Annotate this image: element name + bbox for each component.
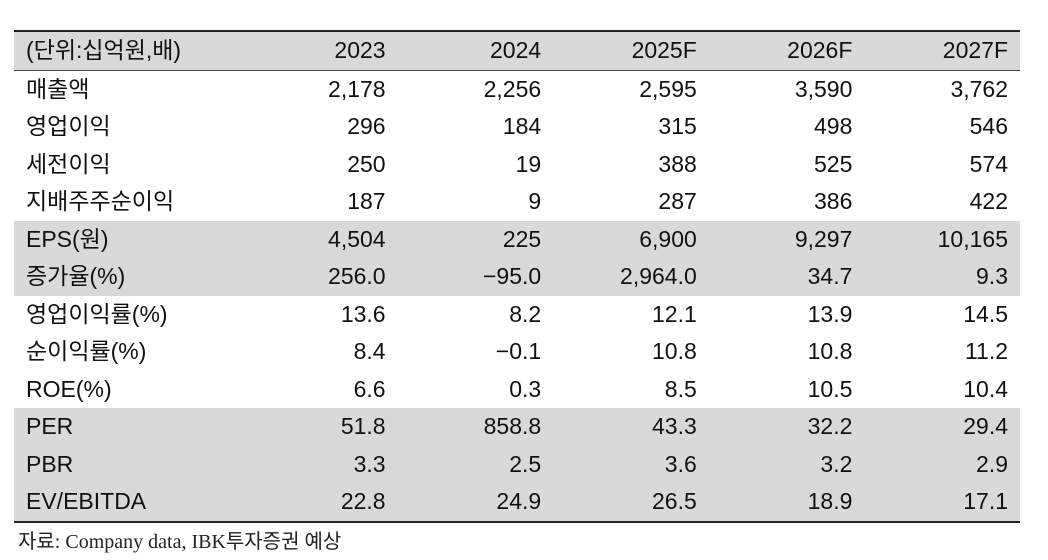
cell: 32.2 — [807, 413, 853, 440]
row-label: 영업이익률(%) — [26, 300, 168, 327]
cell: 12.1 — [652, 300, 697, 327]
cell: 3.2 — [820, 450, 853, 477]
header-year-2027f: 2027F — [864, 30, 1020, 71]
row-label: EV/EBITDA — [14, 483, 242, 523]
cell: 34.7 — [807, 263, 853, 290]
cell: 858.8 — [483, 413, 542, 440]
header-year-2023: 2023 — [242, 30, 398, 71]
cell: 3.3 — [353, 450, 386, 477]
cell: 8.4 — [353, 338, 386, 365]
cell: 256.0 — [328, 263, 386, 290]
cell: 574 — [969, 150, 1008, 177]
cell: 0.3 — [509, 375, 542, 402]
cell: 9.3 — [976, 263, 1008, 290]
cell: 6.6 — [353, 375, 386, 402]
cell: 287 — [658, 188, 697, 215]
cell: 51.8 — [340, 413, 386, 440]
cell: 8.5 — [664, 375, 697, 402]
cell: 22.8 — [242, 483, 398, 523]
cell: 26.5 — [553, 483, 709, 523]
cell: 546 — [969, 113, 1008, 140]
cell: 10.4 — [963, 375, 1008, 402]
header-year-2025f: 2025F — [553, 30, 709, 71]
row-eps-growth: 증가율(%) 256.0 −95.0 2,964.0 34.7 9.3 — [14, 258, 1020, 296]
cell: 296 — [347, 113, 386, 140]
row-label: 증가율(%) — [26, 263, 126, 290]
cell: −0.1 — [495, 338, 542, 365]
row-pbr: PBR 3.3 2.5 3.6 3.2 2.9 — [14, 445, 1020, 483]
row-controlling-net-income: 지배주주순이익 187 9 287 386 422 — [14, 183, 1020, 221]
cell: 2,595 — [639, 75, 697, 102]
row-label: EPS(원) — [26, 225, 109, 252]
cell: 9 — [528, 188, 542, 215]
cell: 9,297 — [794, 225, 853, 252]
cell: 13.9 — [807, 300, 853, 327]
cell: 2,256 — [483, 75, 542, 102]
cell: 315 — [658, 113, 697, 140]
cell: 184 — [502, 113, 542, 140]
row-net-margin: 순이익률(%) 8.4 −0.1 10.8 10.8 11.2 — [14, 333, 1020, 371]
cell: 3,762 — [950, 75, 1008, 102]
header-row: (단위:십억원,배) 2023 2024 2025F 2026F 2027F — [14, 30, 1020, 71]
row-ev-ebitda: EV/EBITDA 22.8 24.9 26.5 18.9 17.1 — [14, 483, 1020, 523]
cell: 3,590 — [794, 75, 853, 102]
cell: 10.8 — [652, 338, 697, 365]
cell: 2,964.0 — [620, 263, 697, 290]
row-label: 매출액 — [26, 75, 90, 102]
cell: 2.5 — [509, 450, 542, 477]
header-unit-label: (단위:십억원,배) — [14, 30, 242, 71]
header-year-2026f: 2026F — [708, 30, 865, 71]
cell: 187 — [347, 188, 386, 215]
header-year-2024: 2024 — [397, 30, 554, 71]
cell: 10,165 — [937, 225, 1008, 252]
row-eps: EPS(원) 4,504 225 6,900 9,297 10,165 — [14, 220, 1020, 258]
row-roe: ROE(%) 6.6 0.3 8.5 10.5 10.4 — [14, 371, 1020, 409]
cell: 4,504 — [328, 225, 386, 252]
cell: 422 — [969, 188, 1008, 215]
cell: −95.0 — [482, 263, 542, 290]
cell: 498 — [814, 113, 853, 140]
source-note: 자료: Company data, IBK투자증권 예상 — [18, 531, 342, 553]
table-body: 매출액 2,178 2,256 2,595 3,590 3,762 영업이익 2… — [14, 70, 1020, 523]
row-operating-margin: 영업이익률(%) 13.6 8.2 12.1 13.9 14.5 — [14, 296, 1020, 334]
table-header: (단위:십억원,배) 2023 2024 2025F 2026F 2027F — [14, 30, 1020, 71]
cell: 386 — [814, 188, 853, 215]
row-label: ROE(%) — [26, 375, 112, 402]
cell: 3.6 — [664, 450, 697, 477]
cell: 10.8 — [807, 338, 853, 365]
cell: 24.9 — [397, 483, 554, 523]
row-revenue: 매출액 2,178 2,256 2,595 3,590 3,762 — [14, 70, 1020, 108]
cell: 388 — [658, 150, 697, 177]
cell: 18.9 — [708, 483, 865, 523]
financial-summary-table-container: (단위:십억원,배) 2023 2024 2025F 2026F 2027F 매… — [14, 30, 1020, 523]
cell: 8.2 — [509, 300, 542, 327]
row-label: PER — [26, 413, 74, 440]
cell: 10.5 — [807, 375, 853, 402]
row-label: 세전이익 — [26, 150, 111, 177]
row-label: 순이익률(%) — [26, 338, 147, 365]
cell: 11.2 — [964, 338, 1008, 365]
cell: 525 — [814, 150, 853, 177]
financial-summary-table: (단위:십억원,배) 2023 2024 2025F 2026F 2027F 매… — [14, 30, 1020, 523]
cell: 2,178 — [328, 75, 386, 102]
row-label: PBR — [26, 450, 74, 477]
cell: 29.4 — [963, 413, 1008, 440]
row-label: 영업이익 — [26, 113, 111, 140]
cell: 250 — [347, 150, 386, 177]
row-pretax-profit: 세전이익 250 19 388 525 574 — [14, 146, 1020, 184]
cell: 19 — [515, 150, 542, 177]
row-operating-profit: 영업이익 296 184 315 498 546 — [14, 108, 1020, 146]
cell: 43.3 — [652, 413, 697, 440]
cell: 6,900 — [639, 225, 697, 252]
cell: 225 — [502, 225, 542, 252]
cell: 2.9 — [976, 450, 1008, 477]
cell: 13.6 — [340, 300, 386, 327]
cell: 14.5 — [963, 300, 1008, 327]
row-per: PER 51.8 858.8 43.3 32.2 29.4 — [14, 408, 1020, 446]
cell: 17.1 — [864, 483, 1020, 523]
row-label: 지배주주순이익 — [26, 188, 175, 215]
